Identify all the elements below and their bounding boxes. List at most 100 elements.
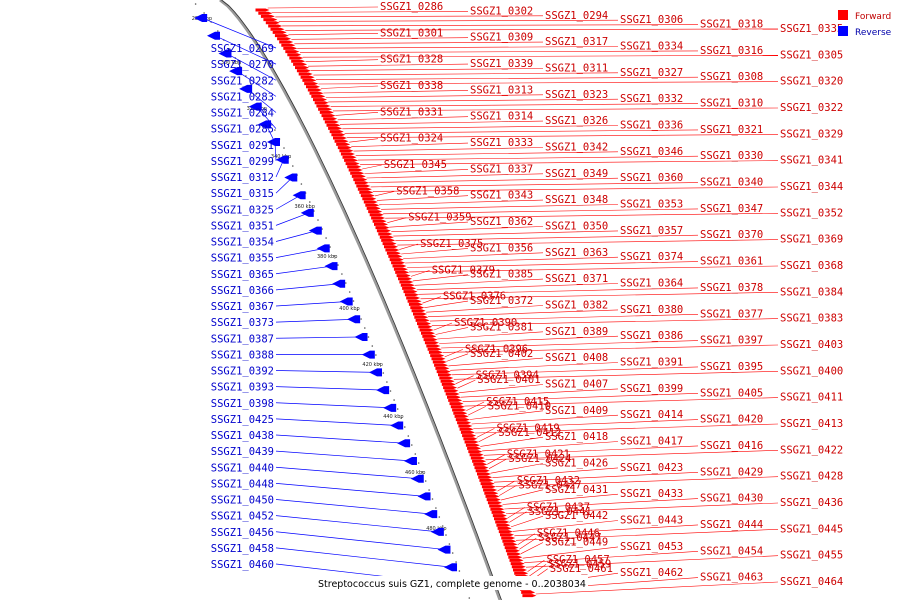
forward-gene-label[interactable]: SSGZ1_0395: [700, 361, 763, 373]
forward-feature-arrow[interactable]: [450, 405, 465, 409]
forward-gene-label[interactable]: SSGZ1_0336: [620, 120, 683, 132]
reverse-feature-arrow[interactable]: [417, 492, 431, 501]
forward-feature-arrow[interactable]: [363, 200, 378, 204]
forward-feature-arrow[interactable]: [417, 322, 431, 326]
forward-gene-label[interactable]: SSGZ1_0317: [545, 36, 608, 48]
forward-feature-arrow[interactable]: [462, 434, 477, 438]
forward-gene-label[interactable]: SSGZ1_0353: [620, 199, 683, 211]
forward-gene-label[interactable]: SSGZ1_0443: [620, 515, 683, 527]
forward-feature-arrow[interactable]: [326, 123, 341, 127]
forward-feature-arrow[interactable]: [424, 341, 439, 345]
forward-gene-label[interactable]: SSGZ1_0360: [620, 172, 683, 184]
forward-feature-arrow[interactable]: [497, 526, 512, 530]
forward-feature-arrow[interactable]: [500, 533, 514, 537]
forward-feature-arrow[interactable]: [511, 565, 526, 569]
forward-gene-label[interactable]: SSGZ1_0424: [508, 453, 571, 465]
reverse-gene-label[interactable]: SSGZ1_0367: [211, 301, 274, 313]
reverse-feature-arrow[interactable]: [207, 31, 221, 40]
forward-gene-label[interactable]: SSGZ1_0362: [470, 216, 533, 228]
forward-feature-arrow[interactable]: [495, 520, 510, 524]
forward-gene-label[interactable]: SSGZ1_0444: [700, 519, 763, 531]
reverse-gene-label[interactable]: SSGZ1_0285: [211, 124, 274, 136]
forward-feature-arrow[interactable]: [419, 328, 434, 332]
reverse-gene-label[interactable]: SSGZ1_0460: [211, 559, 274, 571]
forward-feature-arrow[interactable]: [285, 50, 300, 54]
forward-gene-label[interactable]: SSGZ1_0368: [780, 260, 843, 272]
forward-gene-label[interactable]: SSGZ1_0405: [700, 387, 763, 399]
reverse-feature-arrow[interactable]: [376, 386, 390, 395]
forward-gene-label[interactable]: SSGZ1_0457: [547, 554, 610, 566]
forward-feature-arrow[interactable]: [470, 456, 485, 460]
forward-feature-arrow[interactable]: [492, 514, 507, 518]
forward-feature-arrow[interactable]: [369, 213, 384, 217]
forward-gene-label[interactable]: SSGZ1_0462: [620, 567, 683, 579]
forward-gene-label[interactable]: SSGZ1_0455: [780, 550, 843, 562]
forward-feature-arrow[interactable]: [441, 382, 456, 386]
forward-feature-arrow[interactable]: [428, 350, 443, 354]
forward-gene-label[interactable]: SSGZ1_0361: [700, 256, 763, 268]
forward-gene-label[interactable]: SSGZ1_0311: [545, 63, 608, 75]
forward-feature-arrow[interactable]: [514, 571, 529, 575]
forward-feature-arrow[interactable]: [402, 286, 417, 290]
forward-feature-arrow[interactable]: [444, 389, 459, 393]
forward-feature-arrow[interactable]: [362, 197, 377, 201]
reverse-gene-label[interactable]: SSGZ1_0351: [211, 220, 274, 232]
forward-feature-arrow[interactable]: [467, 446, 482, 450]
forward-gene-label[interactable]: SSGZ1_0402: [470, 348, 533, 360]
reverse-feature-arrow[interactable]: [383, 403, 397, 412]
forward-feature-arrow[interactable]: [378, 232, 393, 236]
forward-feature-arrow[interactable]: [302, 78, 317, 82]
forward-gene-label[interactable]: SSGZ1_0413: [780, 418, 843, 430]
forward-gene-label[interactable]: SSGZ1_0370: [700, 229, 763, 241]
forward-feature-arrow[interactable]: [381, 238, 396, 242]
forward-feature-arrow[interactable]: [347, 165, 362, 169]
forward-feature-arrow[interactable]: [318, 107, 333, 111]
forward-feature-arrow[interactable]: [489, 504, 504, 508]
forward-gene-label[interactable]: SSGZ1_0449: [545, 537, 608, 549]
forward-feature-arrow[interactable]: [460, 430, 475, 434]
forward-gene-label[interactable]: SSGZ1_0309: [470, 32, 533, 44]
forward-gene-label[interactable]: SSGZ1_0415: [486, 396, 549, 408]
forward-gene-label[interactable]: SSGZ1_0352: [780, 207, 843, 219]
reverse-gene-label[interactable]: SSGZ1_0452: [211, 511, 274, 523]
forward-gene-label[interactable]: SSGZ1_0331: [380, 106, 443, 118]
reverse-gene-label[interactable]: SSGZ1_0373: [211, 317, 274, 329]
forward-gene-label[interactable]: SSGZ1_0338: [380, 80, 443, 92]
forward-gene-label[interactable]: SSGZ1_0350: [545, 221, 608, 233]
forward-feature-arrow[interactable]: [422, 334, 437, 338]
forward-feature-arrow[interactable]: [513, 568, 527, 572]
forward-gene-label[interactable]: SSGZ1_0391: [620, 357, 683, 369]
forward-feature-arrow[interactable]: [418, 325, 433, 329]
forward-feature-arrow[interactable]: [356, 184, 371, 188]
forward-feature-arrow[interactable]: [260, 14, 275, 18]
forward-gene-label[interactable]: SSGZ1_0316: [700, 45, 763, 57]
forward-feature-arrow[interactable]: [447, 395, 461, 399]
forward-gene-label[interactable]: SSGZ1_0423: [620, 462, 683, 474]
forward-gene-label[interactable]: SSGZ1_0442: [545, 510, 608, 522]
forward-gene-label[interactable]: SSGZ1_0346: [620, 146, 683, 158]
forward-gene-label[interactable]: SSGZ1_0306: [620, 14, 683, 26]
forward-feature-arrow[interactable]: [443, 386, 458, 390]
forward-feature-arrow[interactable]: [521, 590, 536, 594]
reverse-feature-arrow[interactable]: [390, 421, 404, 430]
forward-feature-arrow[interactable]: [307, 88, 322, 92]
forward-gene-label[interactable]: SSGZ1_0328: [380, 54, 443, 66]
forward-gene-label[interactable]: SSGZ1_0390: [454, 317, 517, 329]
forward-gene-label[interactable]: SSGZ1_0310: [700, 98, 763, 110]
forward-feature-arrow[interactable]: [498, 530, 513, 534]
forward-feature-arrow[interactable]: [304, 82, 319, 86]
forward-feature-arrow[interactable]: [344, 158, 359, 162]
forward-gene-label[interactable]: SSGZ1_0403: [780, 339, 843, 351]
forward-feature-arrow[interactable]: [376, 229, 391, 233]
forward-feature-arrow[interactable]: [354, 181, 369, 185]
forward-feature-arrow[interactable]: [464, 440, 479, 444]
reverse-gene-label[interactable]: SSGZ1_0365: [211, 269, 274, 281]
forward-gene-label[interactable]: SSGZ1_0433: [620, 488, 683, 500]
forward-gene-label[interactable]: SSGZ1_0333: [470, 137, 533, 149]
forward-gene-label[interactable]: SSGZ1_0428: [780, 471, 843, 483]
forward-gene-label[interactable]: SSGZ1_0326: [545, 115, 608, 127]
forward-feature-arrow[interactable]: [350, 171, 365, 175]
forward-feature-arrow[interactable]: [366, 206, 381, 210]
reverse-gene-label[interactable]: SSGZ1_0440: [211, 462, 274, 474]
forward-feature-arrow[interactable]: [272, 30, 287, 34]
